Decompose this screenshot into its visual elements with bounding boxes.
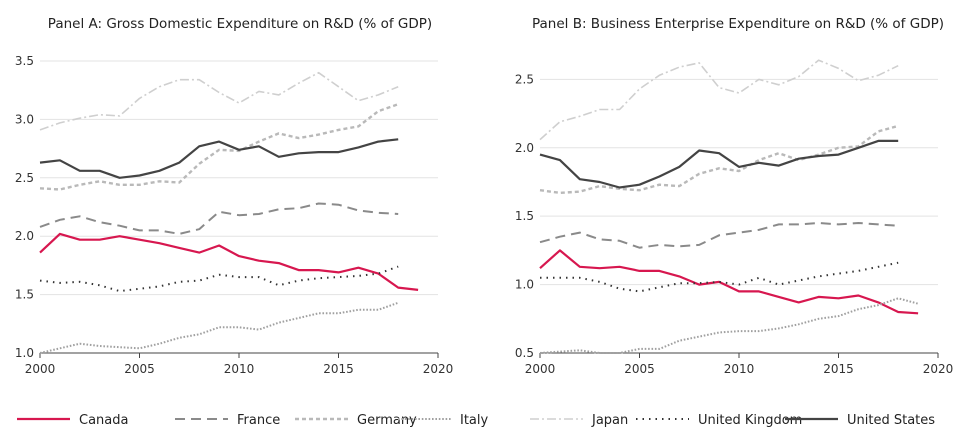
panel-a-x-tick-label: 2000 [25, 362, 56, 376]
panel-b-series-italy [539, 297, 919, 354]
panel-b-x-tick-label: 2020 [923, 362, 954, 376]
legend-label-france: France [237, 413, 280, 428]
legend-label-united-states: United States [847, 413, 935, 428]
panel-a-y-tick-label: 3.0 [15, 112, 34, 126]
panel-b-y-tick-label: 1.0 [515, 278, 534, 292]
panel-a-series-germany [39, 103, 399, 191]
panel-a-chart: 1.0 1.5 2.0 2.5 3.0 3.5 2000 2005 2010 2015 2020 [15, 54, 453, 376]
panel-a-series-united-kingdom [39, 265, 399, 293]
panel-b-chart: 0.5 1.0 1.5 2.0 2.5 2000 2005 2010 2015 2020 [515, 59, 954, 376]
panel-a-x-tick-label: 2015 [323, 362, 354, 376]
panel-b-x-tick-label: 2005 [624, 362, 655, 376]
legend: Canada France Germany Italy Japan United King… [17, 413, 935, 428]
panel-a-title: Panel A: Gross Domestic Expenditure on R… [48, 16, 432, 32]
panel-a-x-tick-label: 2010 [224, 362, 255, 376]
legend-label-united-kingdom: United Kingdom [698, 413, 802, 428]
panel-a-y-tick-label: 3.5 [15, 54, 34, 68]
panel-b-series-united-states [539, 139, 899, 189]
panel-a-y-tick-label: 1.0 [15, 346, 34, 360]
panel-b-y-tick-label: 2.5 [515, 72, 534, 86]
legend-label-germany: Germany [357, 413, 417, 428]
panel-a-series-united-states [39, 138, 399, 179]
panel-b-series-germany [539, 124, 899, 195]
legend-label-japan: Japan [591, 413, 628, 428]
panel-b-series-canada [539, 249, 919, 315]
panel-b-series-japan [539, 59, 899, 141]
panel-a-series-france [39, 202, 399, 235]
panel-b-y-tick-label: 2.0 [515, 141, 534, 155]
panel-b-x-tick-label: 2015 [823, 362, 854, 376]
panel-a-series-italy [39, 301, 399, 354]
panel-b-y-tick-label: 0.5 [515, 346, 534, 360]
panel-a-y-tick-label: 2.0 [15, 229, 34, 243]
panel-b-title: Panel B: Business Enterprise Expenditure… [532, 16, 944, 32]
panel-b-x-tick-label: 2010 [724, 362, 755, 376]
panel-a-series-canada [39, 232, 419, 291]
panel-a-x-tick-label: 2005 [124, 362, 155, 376]
legend-label-canada: Canada [79, 413, 128, 428]
panel-a-y-tick-label: 1.5 [15, 288, 34, 302]
legend-label-italy: Italy [460, 413, 489, 428]
panel-b-y-tick-label: 1.5 [515, 209, 534, 223]
panel-a-y-tick-label: 2.5 [15, 171, 34, 185]
panel-b-series-france [539, 222, 899, 249]
panel-b-x-tick-label: 2000 [525, 362, 556, 376]
panel-a-series-japan [39, 71, 399, 131]
panel-a-x-tick-label: 2020 [423, 362, 454, 376]
